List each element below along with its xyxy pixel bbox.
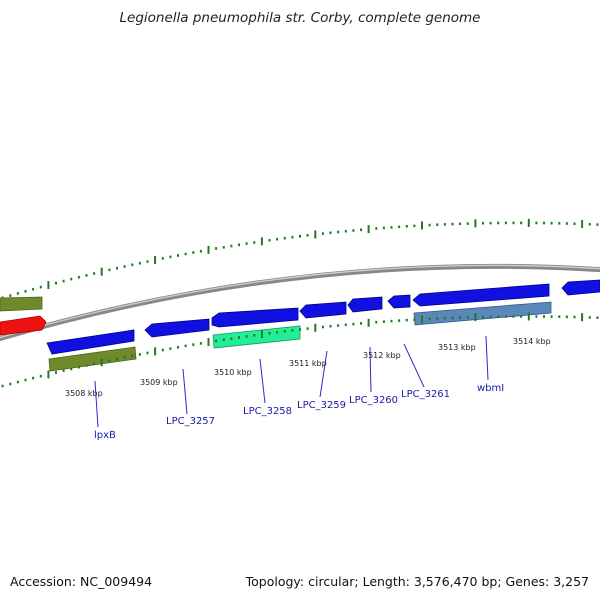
gene-label-lpxB[interactable]: lpxB xyxy=(94,430,116,441)
gene-cds[interactable] xyxy=(299,301,347,319)
gene-steel-wbmI[interactable] xyxy=(413,301,552,326)
inner-tick-row xyxy=(1,312,599,388)
genome-summary-text: Topology: circular; Length: 3,576,470 bp… xyxy=(245,574,589,589)
leader-line xyxy=(182,368,188,415)
leader-line xyxy=(94,380,99,428)
gene-cds[interactable] xyxy=(144,318,210,338)
leader-line xyxy=(259,358,266,404)
leader-line xyxy=(485,335,489,381)
gene-cds[interactable] xyxy=(211,307,299,328)
gene-label-LPC_3261[interactable]: LPC_3261 xyxy=(401,389,450,400)
leader-line xyxy=(403,343,425,388)
gene-cds[interactable] xyxy=(46,329,135,355)
map-title: Legionella pneumophila str. Corby, compl… xyxy=(119,10,481,26)
scale-label: 3508 kbp xyxy=(65,389,103,398)
accession-text: Accession: NC_009494 xyxy=(10,574,153,589)
gene-cds[interactable] xyxy=(412,283,550,307)
gene-green-LPC_3258[interactable] xyxy=(212,325,301,349)
scale-label: 3509 kbp xyxy=(140,378,178,387)
gene-olive-lpxB[interactable] xyxy=(48,346,137,372)
genome-backbone xyxy=(0,263,600,342)
outer-tick-row xyxy=(1,218,599,300)
gene-label-LPC_3260[interactable]: LPC_3260 xyxy=(349,395,398,406)
scale-label: 3512 kbp xyxy=(363,351,401,360)
scale-label: 3511 kbp xyxy=(289,359,327,368)
gene-label-wbmI[interactable]: wbmI xyxy=(477,383,504,394)
scale-label: 3510 kbp xyxy=(214,368,252,377)
leader-line xyxy=(369,346,372,393)
gene-label-LPC_3258[interactable]: LPC_3258 xyxy=(243,406,292,417)
leader-line xyxy=(319,350,328,398)
gene-label-LPC_3259[interactable]: LPC_3259 xyxy=(297,400,346,411)
gene-cds[interactable] xyxy=(387,294,411,309)
scale-label: 3514 kbp xyxy=(513,337,551,346)
gene-cds[interactable] xyxy=(561,279,600,296)
gene-red-left[interactable] xyxy=(0,315,47,336)
scale-label: 3513 kbp xyxy=(438,343,476,352)
gene-olive-left[interactable] xyxy=(0,296,43,312)
gene-cds[interactable] xyxy=(347,296,383,313)
gene-label-LPC_3257[interactable]: LPC_3257 xyxy=(166,416,215,427)
